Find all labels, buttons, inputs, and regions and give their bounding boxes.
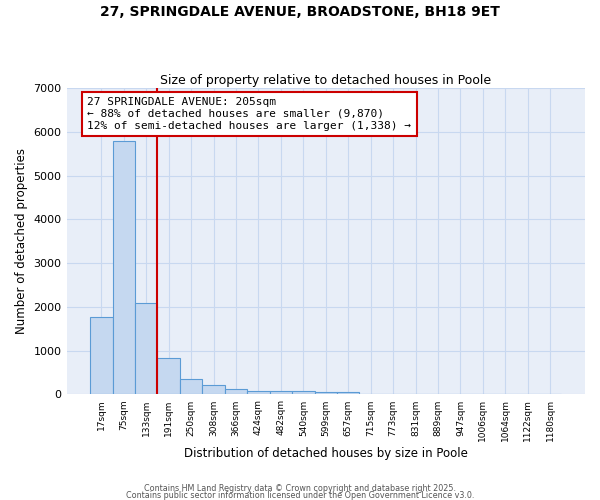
Bar bbox=[157, 358, 180, 395]
Y-axis label: Number of detached properties: Number of detached properties bbox=[15, 148, 28, 334]
Bar bbox=[202, 385, 225, 394]
Bar bbox=[314, 392, 337, 394]
X-axis label: Distribution of detached houses by size in Poole: Distribution of detached houses by size … bbox=[184, 447, 468, 460]
Bar bbox=[337, 392, 359, 394]
Bar bbox=[269, 392, 292, 394]
Text: Contains HM Land Registry data © Crown copyright and database right 2025.: Contains HM Land Registry data © Crown c… bbox=[144, 484, 456, 493]
Bar bbox=[225, 389, 247, 394]
Text: 27 SPRINGDALE AVENUE: 205sqm
← 88% of detached houses are smaller (9,870)
12% of: 27 SPRINGDALE AVENUE: 205sqm ← 88% of de… bbox=[87, 98, 411, 130]
Bar bbox=[292, 392, 314, 394]
Bar bbox=[247, 390, 269, 394]
Bar bbox=[113, 140, 135, 394]
Text: Contains public sector information licensed under the Open Government Licence v3: Contains public sector information licen… bbox=[126, 491, 474, 500]
Title: Size of property relative to detached houses in Poole: Size of property relative to detached ho… bbox=[160, 74, 491, 87]
Text: 27, SPRINGDALE AVENUE, BROADSTONE, BH18 9ET: 27, SPRINGDALE AVENUE, BROADSTONE, BH18 … bbox=[100, 5, 500, 19]
Bar bbox=[180, 379, 202, 394]
Bar bbox=[135, 304, 157, 394]
Bar bbox=[90, 316, 113, 394]
